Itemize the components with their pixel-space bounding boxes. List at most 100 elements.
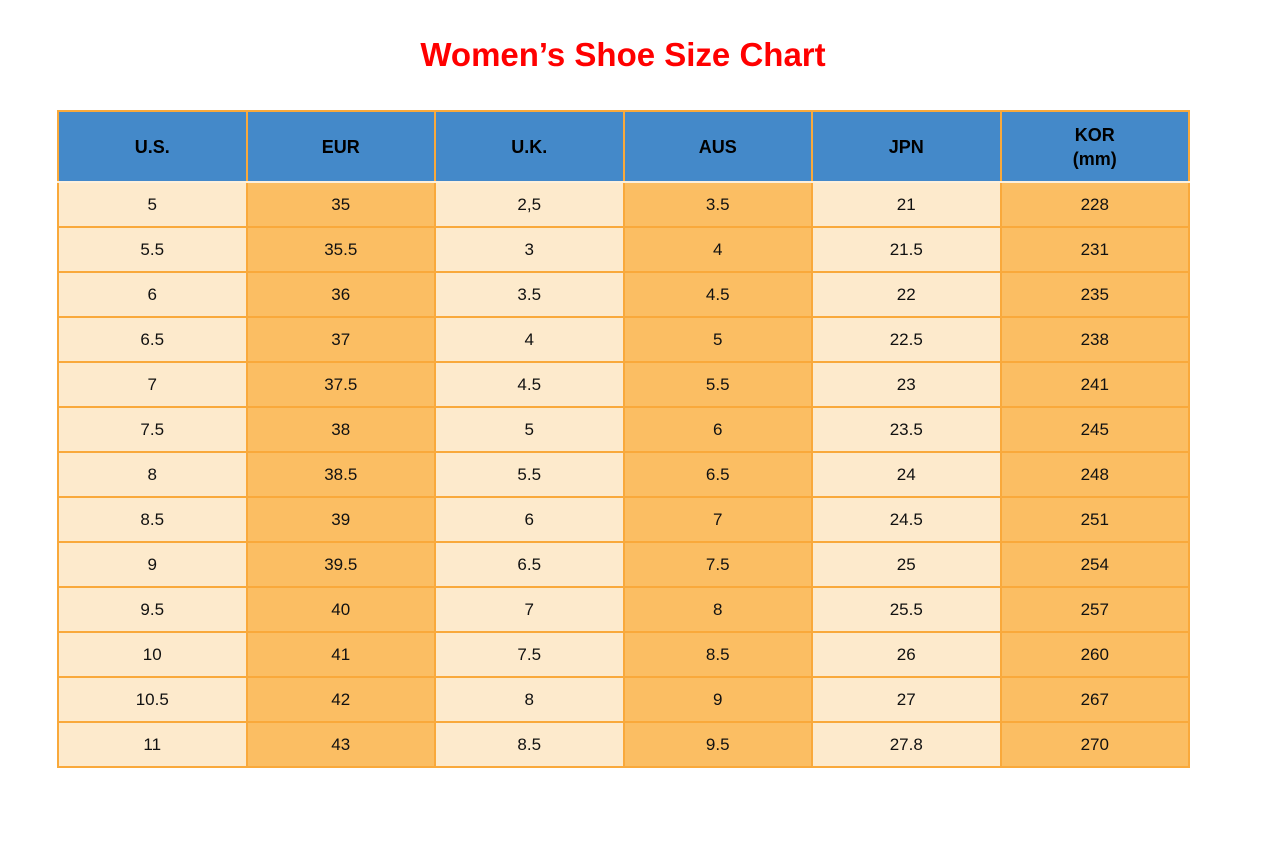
table-cell: 6.5: [57, 316, 248, 363]
table-cell: 260: [999, 631, 1190, 678]
table-row: 10 41 7.5 8.5 26 260: [57, 631, 1190, 678]
column-header-uk: U.K.: [434, 110, 625, 183]
table-cell: 6: [57, 271, 248, 318]
table-cell: 241: [999, 361, 1190, 408]
table-cell: 3.5: [434, 271, 625, 318]
table-cell: 4: [434, 316, 625, 363]
table-cell: 267: [999, 676, 1190, 723]
table-cell: 8: [57, 451, 248, 498]
table-cell: 251: [999, 496, 1190, 543]
table-cell: 5.5: [622, 361, 813, 408]
table-row: 11 43 8.5 9.5 27.8 270: [57, 721, 1190, 768]
table-cell: 42: [245, 676, 436, 723]
table-cell: 235: [999, 271, 1190, 318]
table-cell: 245: [999, 406, 1190, 453]
table-row: 7.5 38 5 6 23.5 245: [57, 406, 1190, 453]
column-header-label: U.S.: [134, 136, 170, 157]
table-cell: 4: [622, 226, 813, 273]
table-cell: 8.5: [57, 496, 248, 543]
table-body: 5 35 2,5 3.5 21 228 5.5 35.5 3 4 21.5 231 6 36 3.5 4.5 2…: [57, 181, 1190, 768]
table-cell: 7: [57, 361, 248, 408]
table-cell: 231: [999, 226, 1190, 273]
table-cell: 40: [245, 586, 436, 633]
table-cell: 3: [434, 226, 625, 273]
table-row: 6.5 37 4 5 22.5 238: [57, 316, 1190, 363]
table-cell: 7.5: [57, 406, 248, 453]
table-cell: 9.5: [622, 721, 813, 768]
table-cell: 8: [622, 586, 813, 633]
table-cell: 9.5: [57, 586, 248, 633]
table-cell: 35: [245, 181, 436, 228]
table-cell: 25.5: [811, 586, 1002, 633]
table-cell: 2,5: [434, 181, 625, 228]
table-cell: 35.5: [245, 226, 436, 273]
table-row: 8.5 39 6 7 24.5 251: [57, 496, 1190, 543]
table-cell: 9: [622, 676, 813, 723]
column-header-jpn: JPN: [811, 110, 1002, 183]
table-cell: 5: [57, 181, 248, 228]
table-cell: 5: [434, 406, 625, 453]
column-header-sublabel: (mm): [1072, 148, 1117, 169]
table-cell: 21.5: [811, 226, 1002, 273]
table-cell: 238: [999, 316, 1190, 363]
table-cell: 21: [811, 181, 1002, 228]
table-cell: 4.5: [622, 271, 813, 318]
table-cell: 6.5: [622, 451, 813, 498]
column-header-kor: KOR (mm): [999, 110, 1190, 183]
table-cell: 5.5: [57, 226, 248, 273]
table-cell: 5: [622, 316, 813, 363]
table-cell: 24.5: [811, 496, 1002, 543]
table-cell: 228: [999, 181, 1190, 228]
table-cell: 43: [245, 721, 436, 768]
table-cell: 38: [245, 406, 436, 453]
table-row: 9 39.5 6.5 7.5 25 254: [57, 541, 1190, 588]
table-row: 9.5 40 7 8 25.5 257: [57, 586, 1190, 633]
table-cell: 39.5: [245, 541, 436, 588]
table-cell: 6: [434, 496, 625, 543]
table-cell: 25: [811, 541, 1002, 588]
table-cell: 7: [434, 586, 625, 633]
table-row: 6 36 3.5 4.5 22 235: [57, 271, 1190, 318]
column-header-label: AUS: [698, 136, 737, 157]
table-cell: 37: [245, 316, 436, 363]
table-cell: 27: [811, 676, 1002, 723]
table-cell: 5.5: [434, 451, 625, 498]
table-cell: 8.5: [434, 721, 625, 768]
column-header-label: KOR: [1074, 124, 1115, 145]
table-cell: 7: [622, 496, 813, 543]
column-header-label: JPN: [888, 136, 924, 157]
table-cell: 27.8: [811, 721, 1002, 768]
table-cell: 36: [245, 271, 436, 318]
table-cell: 6.5: [434, 541, 625, 588]
column-header-eur: EUR: [245, 110, 436, 183]
table-cell: 9: [57, 541, 248, 588]
table-cell: 11: [57, 721, 248, 768]
table-cell: 23.5: [811, 406, 1002, 453]
shoe-size-table: U.S. EUR U.K. AUS JPN KOR (mm) 5 35 2,5 3.5 21 228 5…: [57, 110, 1190, 768]
table-cell: 3.5: [622, 181, 813, 228]
table-cell: 7.5: [622, 541, 813, 588]
table-cell: 4.5: [434, 361, 625, 408]
table-cell: 254: [999, 541, 1190, 588]
page-title: Women’s Shoe Size Chart: [420, 36, 826, 73]
table-row: 8 38.5 5.5 6.5 24 248: [57, 451, 1190, 498]
table-cell: 22: [811, 271, 1002, 318]
table-cell: 37.5: [245, 361, 436, 408]
column-header-us: U.S.: [57, 110, 248, 183]
column-header-label: U.K.: [511, 136, 548, 157]
table-cell: 22.5: [811, 316, 1002, 363]
table-row: 7 37.5 4.5 5.5 23 241: [57, 361, 1190, 408]
column-header-label: EUR: [321, 136, 360, 157]
table-cell: 257: [999, 586, 1190, 633]
table-cell: 10: [57, 631, 248, 678]
table-header-row: U.S. EUR U.K. AUS JPN KOR (mm): [57, 110, 1190, 183]
table-cell: 41: [245, 631, 436, 678]
table-cell: 24: [811, 451, 1002, 498]
table-cell: 6: [622, 406, 813, 453]
table-cell: 26: [811, 631, 1002, 678]
table-cell: 38.5: [245, 451, 436, 498]
table-row: 5.5 35.5 3 4 21.5 231: [57, 226, 1190, 273]
table-cell: 8: [434, 676, 625, 723]
table-header: U.S. EUR U.K. AUS JPN KOR (mm): [57, 110, 1190, 183]
